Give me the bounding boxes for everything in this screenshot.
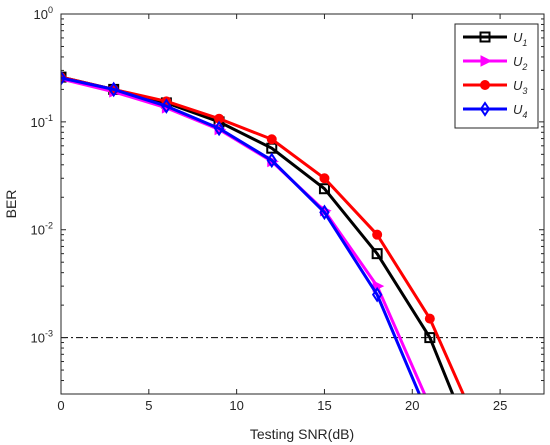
y-tick-label: 10-2 xyxy=(31,221,53,238)
legend-label: U2 xyxy=(513,54,527,72)
square-marker xyxy=(318,183,330,195)
square-marker xyxy=(479,31,491,43)
legend-box xyxy=(454,23,539,129)
diamond-marker xyxy=(479,101,491,117)
square-marker xyxy=(371,248,383,260)
diamond-marker xyxy=(266,152,277,169)
circle-marker xyxy=(372,229,383,240)
y-tick-label: 10-3 xyxy=(31,329,53,346)
y-tick-label: 100 xyxy=(34,5,53,22)
diamond-marker xyxy=(108,81,119,98)
diamond-marker xyxy=(161,98,172,114)
triangle-marker xyxy=(480,55,493,67)
diamond-marker xyxy=(61,70,67,86)
diamond-marker xyxy=(213,120,225,137)
series-U4 xyxy=(61,70,421,394)
y-axis-label: BER xyxy=(3,190,19,219)
x-tick-label: 5 xyxy=(145,398,152,413)
series-line xyxy=(61,76,421,394)
x-tick-label: 25 xyxy=(493,398,507,413)
plot-frame xyxy=(60,13,545,395)
legend-label: U4 xyxy=(513,102,527,120)
y-tick-label: 10-1 xyxy=(31,113,53,130)
series-layer xyxy=(61,70,465,394)
circle-marker xyxy=(480,80,490,90)
circle-marker xyxy=(319,173,330,184)
legend: U1 U2 U3 U4 xyxy=(454,23,539,129)
x-tick-label: 20 xyxy=(405,398,419,413)
diamond-marker xyxy=(371,286,383,303)
circle-marker xyxy=(266,134,277,145)
x-axis-label: Testing SNR(dB) xyxy=(250,426,354,442)
legend-label: U1 xyxy=(513,30,527,48)
circle-marker xyxy=(424,313,435,324)
diamond-marker xyxy=(319,204,330,221)
x-tick-label: 15 xyxy=(317,398,331,413)
x-tick-label: 0 xyxy=(57,398,64,413)
square-marker xyxy=(424,332,436,344)
legend-label: U3 xyxy=(513,78,527,96)
axis-layer: 0 5 10 15 20 25 10-3 10-2 10-1 100 xyxy=(31,5,544,413)
x-tick-label: 10 xyxy=(229,398,243,413)
